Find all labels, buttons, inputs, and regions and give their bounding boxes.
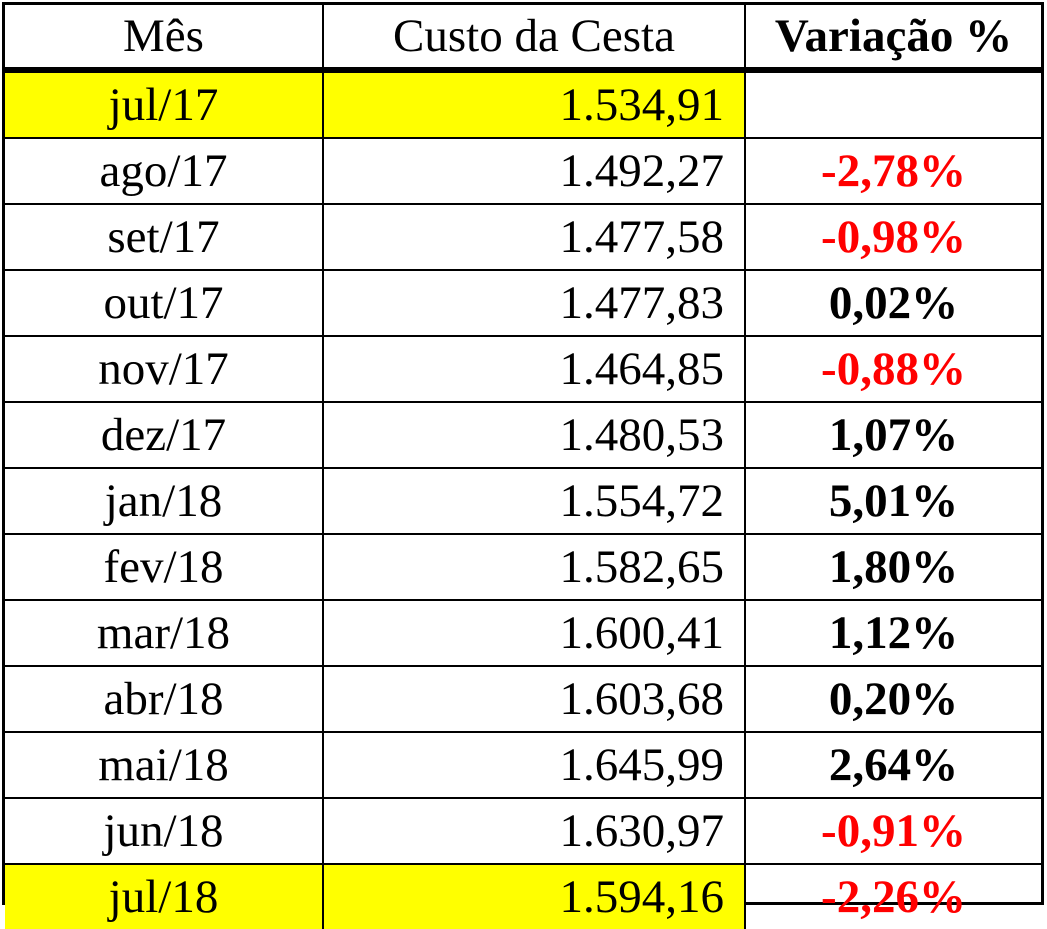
cost-cell: 1.630,97 bbox=[323, 798, 746, 865]
header-variation: Variação % bbox=[745, 5, 1041, 73]
cost-cell: 1.480,53 bbox=[323, 402, 746, 469]
cost-cell: 1.477,83 bbox=[323, 270, 746, 337]
table-row: fev/18 1.582,65 1,80% bbox=[5, 534, 1041, 601]
cost-cell: 1.554,72 bbox=[323, 468, 746, 535]
table-row: jan/18 1.554,72 5,01% bbox=[5, 468, 1041, 535]
table-row: jul/17 1.534,91 bbox=[5, 70, 1041, 139]
cost-cell: 1.603,68 bbox=[323, 666, 746, 733]
month-cell: nov/17 bbox=[5, 336, 324, 403]
table-row: set/17 1.477,58 -0,98% bbox=[5, 204, 1041, 271]
variation-cell bbox=[745, 70, 1041, 139]
table-row: nov/17 1.464,85 -0,88% bbox=[5, 336, 1041, 403]
header-row: Mês Custo da Cesta Variação % bbox=[5, 5, 1041, 73]
variation-cell: 0,20% bbox=[745, 666, 1041, 733]
header-month: Mês bbox=[5, 5, 324, 73]
basket-cost-table: Mês Custo da Cesta Variação % jul/17 1.53… bbox=[5, 5, 1041, 929]
month-cell: dez/17 bbox=[5, 402, 324, 469]
cost-cell: 1.464,85 bbox=[323, 336, 746, 403]
cost-cell: 1.594,16 bbox=[323, 864, 746, 929]
variation-cell: 5,01% bbox=[745, 468, 1041, 535]
variation-cell: -2,26% bbox=[821, 870, 966, 923]
month-cell: set/17 bbox=[5, 204, 324, 271]
cost-cell: 1.492,27 bbox=[323, 138, 746, 205]
variation-cell: -0,88% bbox=[745, 336, 1041, 403]
cost-cell: 1.582,65 bbox=[323, 534, 746, 601]
variation-cell: -0,98% bbox=[745, 204, 1041, 271]
variation-cell: -0,91% bbox=[745, 798, 1041, 865]
table-header: Mês Custo da Cesta Variação % bbox=[5, 5, 1041, 73]
table-body: jul/17 1.534,91 ago/17 1.492,27 -2,78% set/17… bbox=[5, 70, 1041, 929]
month-cell: jun/18 bbox=[5, 798, 324, 865]
table-row: mai/18 1.645,99 2,64% bbox=[5, 732, 1041, 799]
table-row: jun/18 1.630,97 -0,91% bbox=[5, 798, 1041, 865]
month-cell: mai/18 bbox=[5, 732, 324, 799]
variation-cell: 1,07% bbox=[745, 402, 1041, 469]
table-row: dez/17 1.480,53 1,07% bbox=[5, 402, 1041, 469]
month-cell: fev/18 bbox=[5, 534, 324, 601]
cost-cell: 1.645,99 bbox=[323, 732, 746, 799]
month-cell: jan/18 bbox=[5, 468, 324, 535]
table-row: jul/18 1.594,16 -2,26% bbox=[5, 864, 1041, 929]
variation-cell: 2,64% bbox=[745, 732, 1041, 799]
month-cell: ago/17 bbox=[5, 138, 324, 205]
month-cell: jul/17 bbox=[5, 70, 324, 139]
variation-cell: -2,78% bbox=[745, 138, 1041, 205]
month-cell: mar/18 bbox=[5, 600, 324, 667]
table-row: mar/18 1.600,41 1,12% bbox=[5, 600, 1041, 667]
month-cell: out/17 bbox=[5, 270, 324, 337]
month-cell: jul/18 bbox=[5, 864, 324, 929]
month-cell: abr/18 bbox=[5, 666, 324, 733]
cost-cell: 1.477,58 bbox=[323, 204, 746, 271]
variation-cell: 0,02% bbox=[745, 270, 1041, 337]
cost-cell: 1.600,41 bbox=[323, 600, 746, 667]
table-row: abr/18 1.603,68 0,20% bbox=[5, 666, 1041, 733]
table-row: out/17 1.477,83 0,02% bbox=[5, 270, 1041, 337]
cost-cell: 1.534,91 bbox=[323, 70, 746, 139]
variation-cell: 1,12% bbox=[745, 600, 1041, 667]
header-cost: Custo da Cesta bbox=[323, 5, 746, 73]
variation-cell: 1,80% bbox=[745, 534, 1041, 601]
table-row: ago/17 1.492,27 -2,78% bbox=[5, 138, 1041, 205]
